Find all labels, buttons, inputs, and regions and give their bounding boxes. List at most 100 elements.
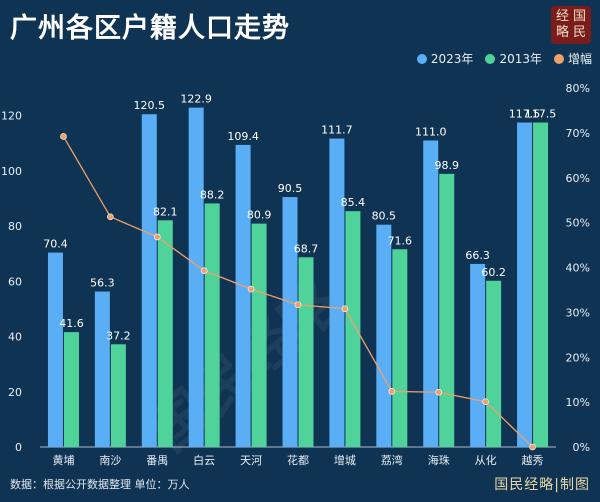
bar-2013 (486, 280, 502, 447)
growth-point (200, 267, 208, 274)
data-label-2023: 80.5 (372, 210, 397, 223)
legend-swatch (553, 53, 564, 64)
bar-2023 (141, 114, 157, 447)
source-note: 数据：根据公开数据整理 单位：万人 (10, 478, 190, 491)
bar-2013 (533, 122, 549, 448)
labels-group: 黄埔 70.4 41.6 南沙 56.3 37.2 番禺 120.5 82.1 白云 122.9 88… (43, 93, 556, 467)
bar-2013 (204, 203, 220, 447)
y-right-tick-label: 10% (566, 396, 590, 409)
chart-title: 广州各区户籍人口走势 (10, 13, 290, 44)
bar-2023 (329, 138, 345, 448)
category-label: 黄埔 (52, 453, 74, 467)
y-left-tick-label: 20 (8, 386, 22, 399)
growth-point (435, 388, 443, 396)
data-label-2023: 70.4 (43, 238, 68, 251)
axes-group: 0 20 40 60 80 100 120 0% 10% 20% 30% 40% 50% 60% 70% 80… (1, 82, 590, 454)
legend-item-growth: 增幅 (553, 50, 592, 67)
data-label-2013: 60.2 (481, 266, 506, 279)
category-label: 海珠 (428, 453, 450, 467)
bar-2013 (439, 173, 455, 447)
bar-2023 (94, 291, 110, 447)
growth-point (341, 305, 349, 313)
category-label: 荔湾 (381, 453, 403, 467)
bar-2013 (63, 332, 79, 447)
data-label-2023: 56.3 (90, 277, 115, 290)
data-label-2023: 90.5 (278, 182, 303, 195)
y-right-tick-label: 20% (566, 351, 590, 364)
bar-2023 (235, 144, 251, 447)
bar-2013 (157, 220, 173, 447)
data-label-2013: 82.1 (153, 205, 178, 218)
growth-point (60, 133, 67, 140)
data-label-2013: 80.9 (247, 209, 272, 222)
y-left-tick-label: 60 (8, 275, 22, 288)
bar-2023 (517, 122, 533, 448)
data-label-2013: 117.5 (525, 108, 557, 121)
bar-2023 (47, 252, 63, 447)
legend-item-2023: 2023年 (416, 50, 474, 67)
y-left-tick-label: 100 (1, 165, 22, 178)
growth-point (482, 398, 489, 405)
category-label: 增城 (334, 453, 356, 467)
data-label-2013: 71.6 (388, 234, 413, 247)
y-left-tick-label: 0 (15, 441, 22, 454)
bar-2023 (282, 197, 298, 447)
legend-swatch (485, 53, 496, 64)
growth-point (107, 213, 114, 221)
seal-char: 民 (572, 25, 586, 40)
bar-2013 (392, 249, 408, 447)
data-label-2023: 120.5 (134, 99, 166, 112)
legend-item-2013: 2013年 (485, 50, 542, 67)
growth-point (247, 285, 255, 293)
category-label: 天河 (240, 454, 262, 467)
bar-2023 (188, 107, 204, 447)
data-label-2013: 41.6 (59, 317, 84, 330)
category-label: 南沙 (99, 454, 121, 467)
y-right-tick-label: 80% (566, 82, 590, 95)
growth-point (529, 443, 536, 451)
category-label: 花都 (287, 454, 309, 467)
data-label-2023: 66.3 (465, 249, 490, 262)
data-label-2023: 117.5 (509, 108, 541, 121)
legend-label: 2023年 (430, 52, 474, 66)
data-label-2013: 88.2 (200, 188, 225, 201)
data-label-2023: 109.4 (227, 130, 259, 143)
data-label-2023: 111.7 (321, 124, 353, 137)
data-label-2023: 111.0 (415, 125, 447, 138)
bar-2013 (345, 211, 361, 447)
growth-point (388, 388, 396, 395)
legend-label: 增幅 (567, 52, 592, 66)
data-label-2013: 98.9 (434, 159, 459, 172)
legend-swatch (416, 53, 427, 64)
bars-group (47, 107, 549, 448)
category-label: 白云 (193, 453, 215, 467)
y-right-tick-label: 30% (566, 306, 590, 319)
growth-point (294, 301, 302, 309)
seal-char: 国 (572, 9, 586, 24)
bar-2013 (251, 223, 267, 447)
y-right-tick-label: 70% (566, 127, 590, 140)
data-label-2013: 37.2 (106, 329, 131, 342)
chart-legend: 2023年 2013年 增幅 (416, 50, 592, 67)
brand-credit: 国民经略|制图 (494, 477, 590, 493)
legend-label: 2013年 (499, 52, 542, 66)
y-left-tick-label: 40 (8, 331, 22, 344)
category-label: 番禺 (146, 454, 168, 467)
y-right-tick-label: 60% (566, 172, 590, 185)
y-right-tick-label: 40% (566, 262, 590, 275)
seal-char: 经 (555, 9, 569, 24)
y-left-tick-label: 120 (1, 110, 22, 123)
bar-2013 (298, 257, 314, 447)
brand-seal: 经 国 略 民 (551, 6, 591, 44)
line-group (60, 133, 536, 451)
category-label: 越秀 (522, 453, 544, 467)
data-label-2013: 85.4 (341, 196, 366, 209)
y-right-tick-label: 0% (573, 441, 590, 454)
bar-2023 (423, 140, 439, 447)
growth-point (153, 233, 161, 241)
data-label-2023: 122.9 (180, 93, 212, 106)
category-label: 从化 (475, 453, 497, 467)
data-label-2013: 68.7 (294, 242, 319, 255)
bar-2013 (110, 344, 126, 447)
